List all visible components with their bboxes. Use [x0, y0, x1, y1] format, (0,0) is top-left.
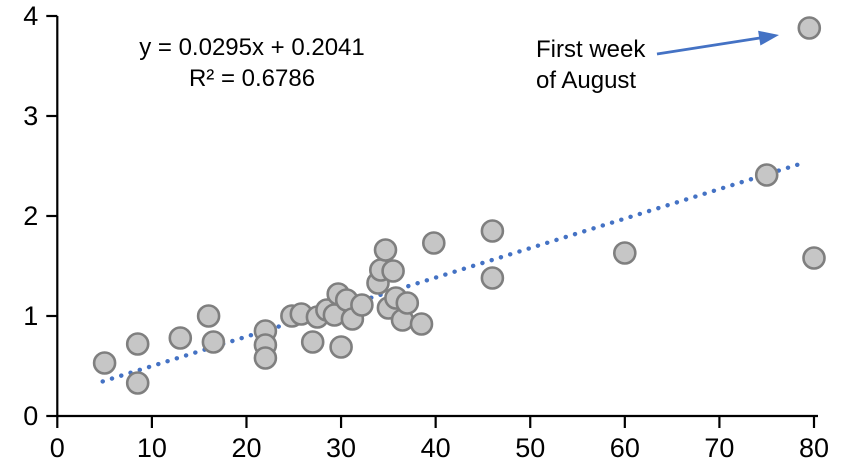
y-tick-label: 0: [23, 401, 38, 431]
annotation-text: First week of August: [536, 34, 645, 96]
data-point[interactable]: [373, 238, 398, 262]
data-point[interactable]: [196, 304, 221, 328]
data-point[interactable]: [480, 219, 505, 243]
annotation-line-1: First week: [536, 36, 646, 63]
data-point[interactable]: [201, 330, 226, 354]
data-point[interactable]: [802, 246, 826, 270]
y-tick-label: 1: [23, 301, 38, 331]
data-point[interactable]: [350, 293, 374, 317]
data-point[interactable]: [125, 332, 150, 356]
data-point[interactable]: [421, 231, 446, 255]
data-point[interactable]: [329, 335, 353, 359]
x-tick-label: 0: [50, 433, 65, 463]
y-tick-label: 4: [23, 1, 38, 31]
data-point[interactable]: [612, 241, 637, 265]
x-tick-label: 40: [421, 433, 451, 463]
data-point[interactable]: [395, 291, 420, 315]
r-squared-line: R² = 0.6786: [188, 65, 316, 92]
y-tick-label: 3: [23, 101, 38, 131]
data-point[interactable]: [409, 312, 434, 336]
annotation-arrow-line: [656, 36, 763, 56]
trendline-equation: y = 0.0295x + 0.2041 R² = 0.6786: [92, 32, 412, 94]
y-tick-label: 2: [23, 201, 38, 231]
trendline[interactable]: [100, 159, 809, 384]
annotation-line-2: of August: [536, 67, 637, 94]
x-tick-label: 60: [610, 433, 640, 463]
data-point[interactable]: [92, 351, 117, 375]
x-tick-label: 30: [326, 433, 356, 463]
data-point[interactable]: [300, 330, 325, 354]
x-tick-label: 50: [515, 433, 545, 463]
x-tick-label: 80: [799, 433, 829, 463]
data-point[interactable]: [480, 266, 505, 290]
data-point[interactable]: [168, 326, 193, 350]
data-point[interactable]: [797, 16, 822, 40]
annotation-arrowhead-icon: [758, 30, 780, 46]
data-point[interactable]: [253, 346, 278, 370]
data-point[interactable]: [381, 259, 405, 283]
data-point[interactable]: [125, 371, 150, 395]
x-tick-label: 70: [704, 433, 734, 463]
data-point[interactable]: [754, 163, 779, 187]
x-tick-label: 10: [137, 433, 167, 463]
x-tick-label: 20: [231, 433, 261, 463]
equation-line: y = 0.0295x + 0.2041: [139, 34, 365, 61]
